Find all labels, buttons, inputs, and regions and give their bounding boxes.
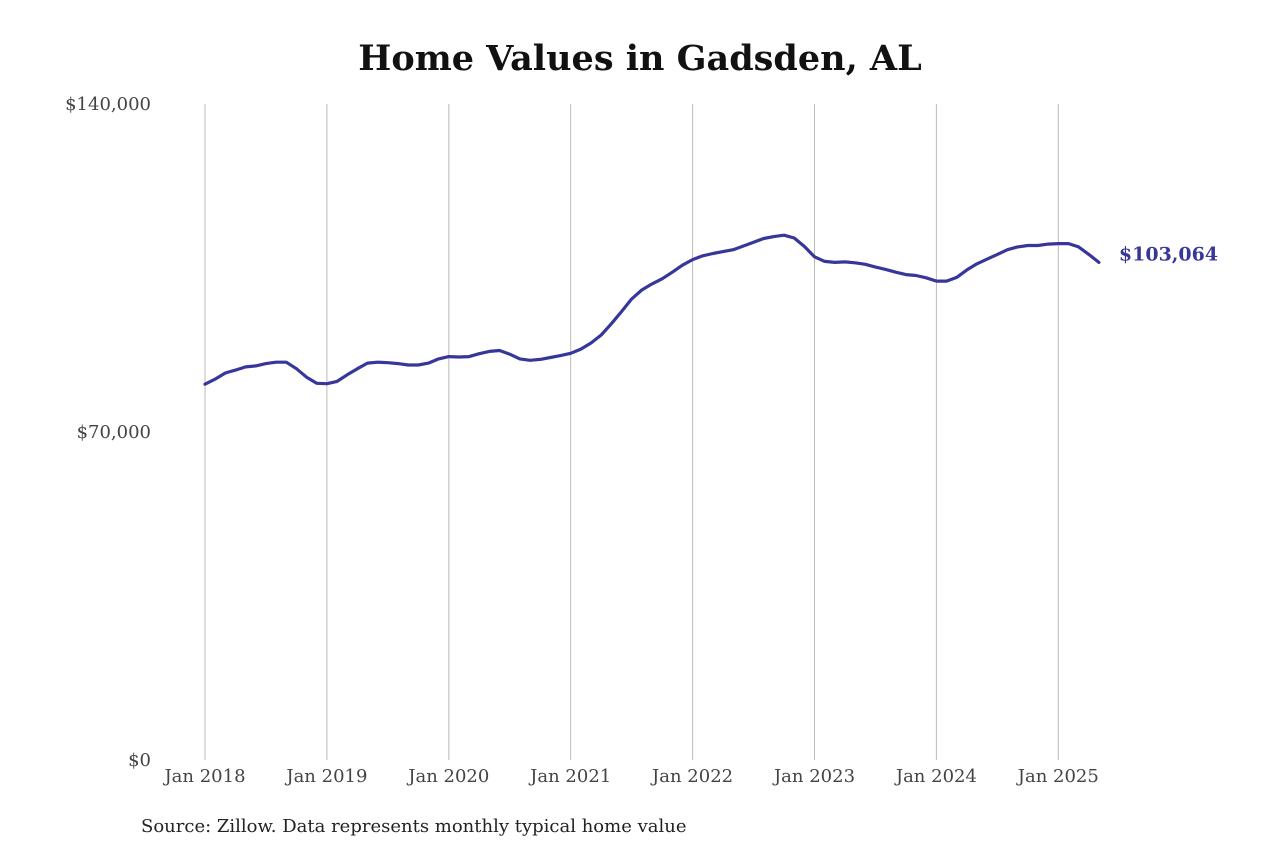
x-tick-label: Jan 2022 — [650, 766, 733, 787]
y-tick-label: $70,000 — [77, 422, 151, 443]
x-tick-label: Jan 2019 — [284, 766, 367, 787]
source-note: Source: Zillow. Data represents monthly … — [141, 816, 687, 837]
y-tick-label: $0 — [128, 750, 151, 771]
x-tick-label: Jan 2025 — [1016, 766, 1099, 787]
latest-value-label: $103,064 — [1119, 243, 1218, 265]
x-axis-labels: Jan 2018 Jan 2019 Jan 2020 Jan 2021 Jan 2022… — [162, 766, 1098, 787]
x-tick-label: Jan 2018 — [162, 766, 245, 787]
x-tick-label: Jan 2020 — [406, 766, 489, 787]
home-value-line — [203, 233, 1101, 386]
y-axis-labels: $0 $70,000 $140,000 — [65, 94, 151, 771]
chart-title: Home Values in Gadsden, AL — [358, 38, 922, 79]
x-tick-label: Jan 2024 — [894, 766, 977, 787]
x-tick-label: Jan 2021 — [528, 766, 611, 787]
x-tick-label: Jan 2023 — [772, 766, 855, 787]
y-tick-label: $140,000 — [65, 94, 151, 115]
gridlines — [204, 104, 1059, 760]
